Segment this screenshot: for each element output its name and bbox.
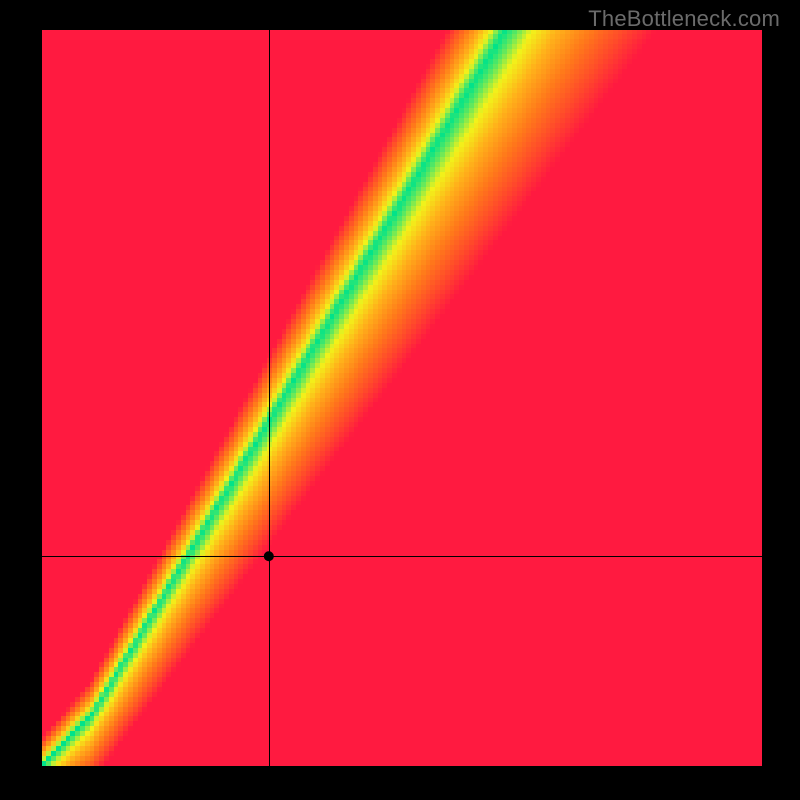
plot-area bbox=[42, 30, 762, 766]
heatmap-canvas bbox=[42, 30, 762, 766]
root: TheBottleneck.com bbox=[0, 0, 800, 800]
watermark-text: TheBottleneck.com bbox=[588, 6, 780, 32]
